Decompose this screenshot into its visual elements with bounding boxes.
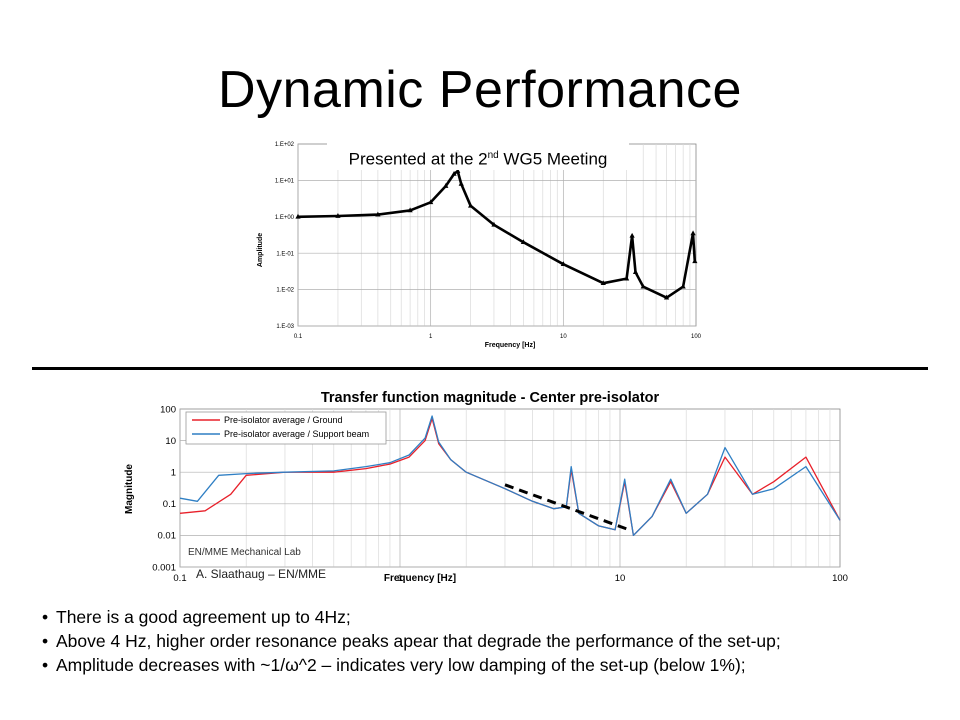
bullet-list: There is a good agreement up to 4Hz; Abo… [42, 605, 957, 677]
top-amplitude-chart: 0.1 1 10 100 1.E-03 1.E-02 1.E-01 1.E+00 1.E+01 1… [257, 142, 702, 349]
data-point-marker [335, 213, 341, 218]
presentation-caption: Presented at the 2nd WG5 Meeting [327, 142, 629, 170]
data-point-marker [468, 202, 474, 208]
caption-tail: WG5 Meeting [498, 149, 608, 169]
legend-box [185, 411, 387, 445]
x-tick-label: 10 [560, 334, 567, 340]
data-point-marker [624, 275, 630, 281]
data-point-marker [458, 180, 464, 186]
bottom-chart-ticks: 0.1 1 10 100 0.001 0.01 0.1 1 10 100 [152, 404, 848, 584]
y-tick-label: 1.E-02 [276, 288, 294, 294]
data-point-marker [520, 239, 526, 245]
y-tick-label: 1.E-01 [276, 251, 294, 257]
bottom-chart-y-axis-label: Magnitude [124, 464, 135, 514]
y-tick-label: 1.E+02 [275, 142, 295, 148]
top-chart-ticks: 0.1 1 10 100 1.E-03 1.E-02 1.E-01 1.E+00 1.E+01 1… [275, 142, 702, 340]
bottom-chart-annotation: EN/MME Mechanical Lab [188, 547, 301, 558]
x-tick-label: 0.1 [294, 334, 303, 340]
y-tick-label: 100 [160, 404, 176, 415]
data-point-marker [680, 283, 686, 289]
bullet-item: There is a good agreement up to 4Hz; [42, 605, 957, 629]
transfer-function-chart: Transfer function magnitude - Center pre… [124, 390, 848, 584]
bottom-chart-title: Transfer function magnitude - Center pre… [321, 390, 660, 406]
credit-note: A. Slaathaug – EN/MME [196, 567, 327, 581]
data-point-marker [640, 283, 646, 289]
caption-main: Presented at the 2 [348, 149, 488, 169]
x-tick-label: 100 [832, 573, 848, 584]
data-point-marker [443, 183, 449, 188]
y-tick-label: 1.E+01 [275, 179, 295, 185]
top-chart-series [295, 168, 698, 300]
data-point-marker [375, 211, 381, 217]
series-line-0 [297, 169, 697, 299]
top-chart-y-axis-label: Amplitude [257, 233, 264, 267]
x-tick-label: 10 [615, 573, 626, 584]
y-tick-label: 10 [165, 436, 176, 447]
y-tick-label: 1.E-03 [276, 324, 294, 330]
data-point-marker [295, 213, 301, 219]
bottom-chart-x-axis-label: Frequency [Hz] [384, 573, 456, 584]
data-point-marker [428, 199, 434, 205]
series-line-2 [504, 483, 630, 532]
legend-entry: Pre-isolator average / Ground [224, 415, 343, 425]
y-tick-label: 1.E+00 [275, 215, 295, 221]
data-point-marker [407, 207, 413, 213]
bullet-item: Above 4 Hz, higher order resonance peaks… [42, 629, 957, 653]
x-tick-label: 1 [429, 334, 433, 340]
y-tick-label: 0.001 [152, 562, 176, 573]
caption-superscript: nd [487, 150, 499, 161]
x-tick-label: 0.1 [173, 573, 186, 584]
data-point-marker [600, 280, 606, 285]
series-line-1 [179, 415, 841, 537]
bullet-item: Amplitude decreases with ~1/ω^2 – indica… [42, 653, 957, 677]
section-divider [32, 367, 928, 370]
bottom-chart-legend: Pre-isolator average / Ground Pre-isolato… [185, 411, 387, 445]
data-point-marker [663, 294, 670, 300]
x-tick-label: 1 [397, 573, 402, 584]
data-point-marker [629, 232, 635, 238]
data-point-marker [690, 230, 696, 236]
data-point-marker [451, 170, 457, 176]
data-point-marker [491, 221, 497, 227]
top-chart-grid [297, 143, 697, 327]
data-point-marker [692, 258, 698, 264]
y-tick-label: 1 [171, 468, 176, 479]
data-point-marker [632, 269, 639, 275]
data-point-marker [455, 168, 461, 173]
data-point-marker [560, 261, 566, 266]
legend-entry: Pre-isolator average / Support beam [224, 429, 369, 439]
y-tick-label: 0.01 [158, 531, 177, 542]
bottom-chart-series [179, 415, 841, 537]
top-chart-x-axis-label: Frequency [Hz] [485, 342, 536, 349]
slide-title: Dynamic Performance [218, 61, 742, 119]
x-tick-label: 100 [691, 334, 702, 340]
plot-area [297, 143, 697, 327]
y-tick-label: 0.1 [163, 499, 176, 510]
